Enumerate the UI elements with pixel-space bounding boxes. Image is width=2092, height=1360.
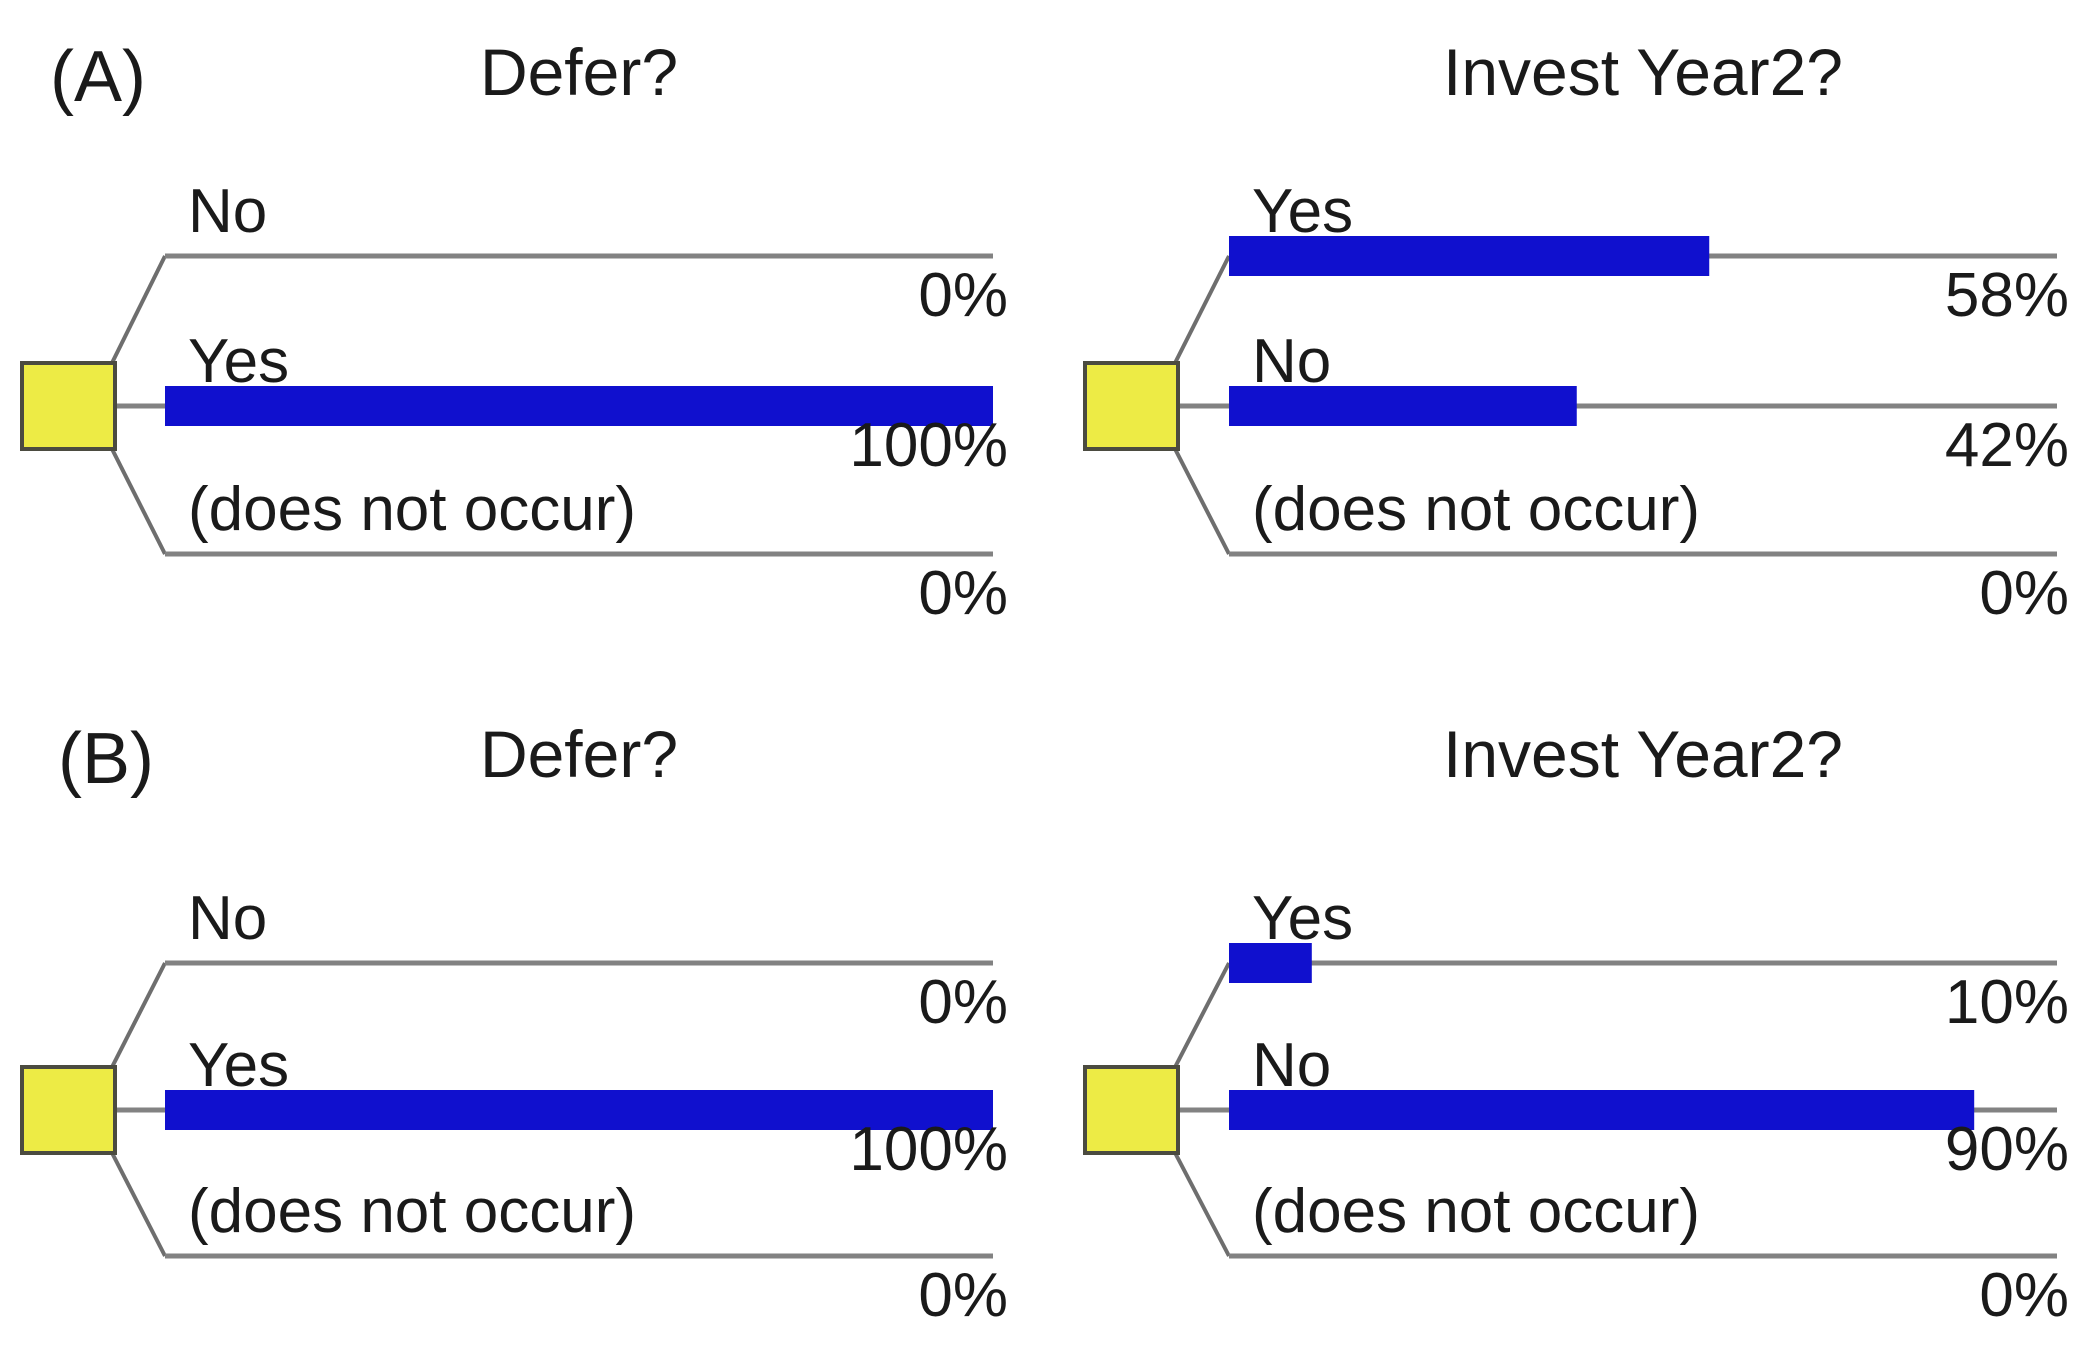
branch-percent: 90% (1944, 1115, 2069, 1184)
panel-label: (A) (50, 37, 146, 117)
probability-bar (1229, 1090, 1975, 1130)
branch-diagonal-top (107, 962, 167, 1074)
branch-diagonal-bottom (107, 1146, 167, 1257)
probability-bar (165, 386, 993, 426)
branch-percent: 100% (849, 411, 1008, 480)
branch-label: (does not occur) (188, 1177, 636, 1246)
branch-percent: 58% (1944, 261, 2069, 330)
branch-label: Yes (1252, 177, 1354, 246)
branch-percent: 0% (918, 559, 1008, 628)
branch-percent: 0% (1979, 1261, 2069, 1330)
decision-node-square (20, 1065, 117, 1155)
probability-bar (1229, 236, 1710, 276)
branch-label: (does not occur) (1252, 1177, 1700, 1246)
branch-label: Yes (188, 327, 290, 396)
branch-label: Yes (1252, 884, 1354, 953)
tree-title: Defer? (479, 35, 679, 109)
branch-diagonal-top (1170, 962, 1231, 1074)
branch-diagonal-bottom (1170, 442, 1231, 555)
branch-diagonal-top (1170, 255, 1231, 370)
branch-diagonal-bottom (1170, 1146, 1231, 1257)
branch-percent: 10% (1944, 968, 2069, 1037)
branch-percent: 0% (918, 1261, 1008, 1330)
branch-percent: 100% (849, 1115, 1008, 1184)
probability-bar (165, 1090, 993, 1130)
decision-node-square (20, 361, 117, 451)
branch-percent: 42% (1944, 411, 2069, 480)
tree-title: Defer? (479, 717, 679, 791)
branch-label: (does not occur) (188, 475, 636, 544)
decision-node-square (1083, 1065, 1180, 1155)
panel-label: (B) (58, 719, 154, 799)
tree-title: Invest Year2? (1443, 35, 1843, 109)
branch-label: No (188, 177, 268, 246)
branch-label: No (1252, 327, 1332, 396)
tree-title: Invest Year2? (1443, 717, 1843, 791)
branch-diagonal-bottom (107, 442, 167, 555)
branch-label: Yes (188, 1031, 290, 1100)
branch-label: (does not occur) (1252, 475, 1700, 544)
probability-bar (1229, 386, 1577, 426)
branch-percent: 0% (918, 261, 1008, 330)
decision-node-square (1083, 361, 1180, 451)
branch-label: No (188, 884, 268, 953)
branch-percent: 0% (918, 968, 1008, 1037)
branch-diagonal-top (107, 255, 167, 370)
branch-percent: 0% (1979, 559, 2069, 628)
probability-bar (1229, 943, 1312, 983)
branch-label: No (1252, 1031, 1332, 1100)
